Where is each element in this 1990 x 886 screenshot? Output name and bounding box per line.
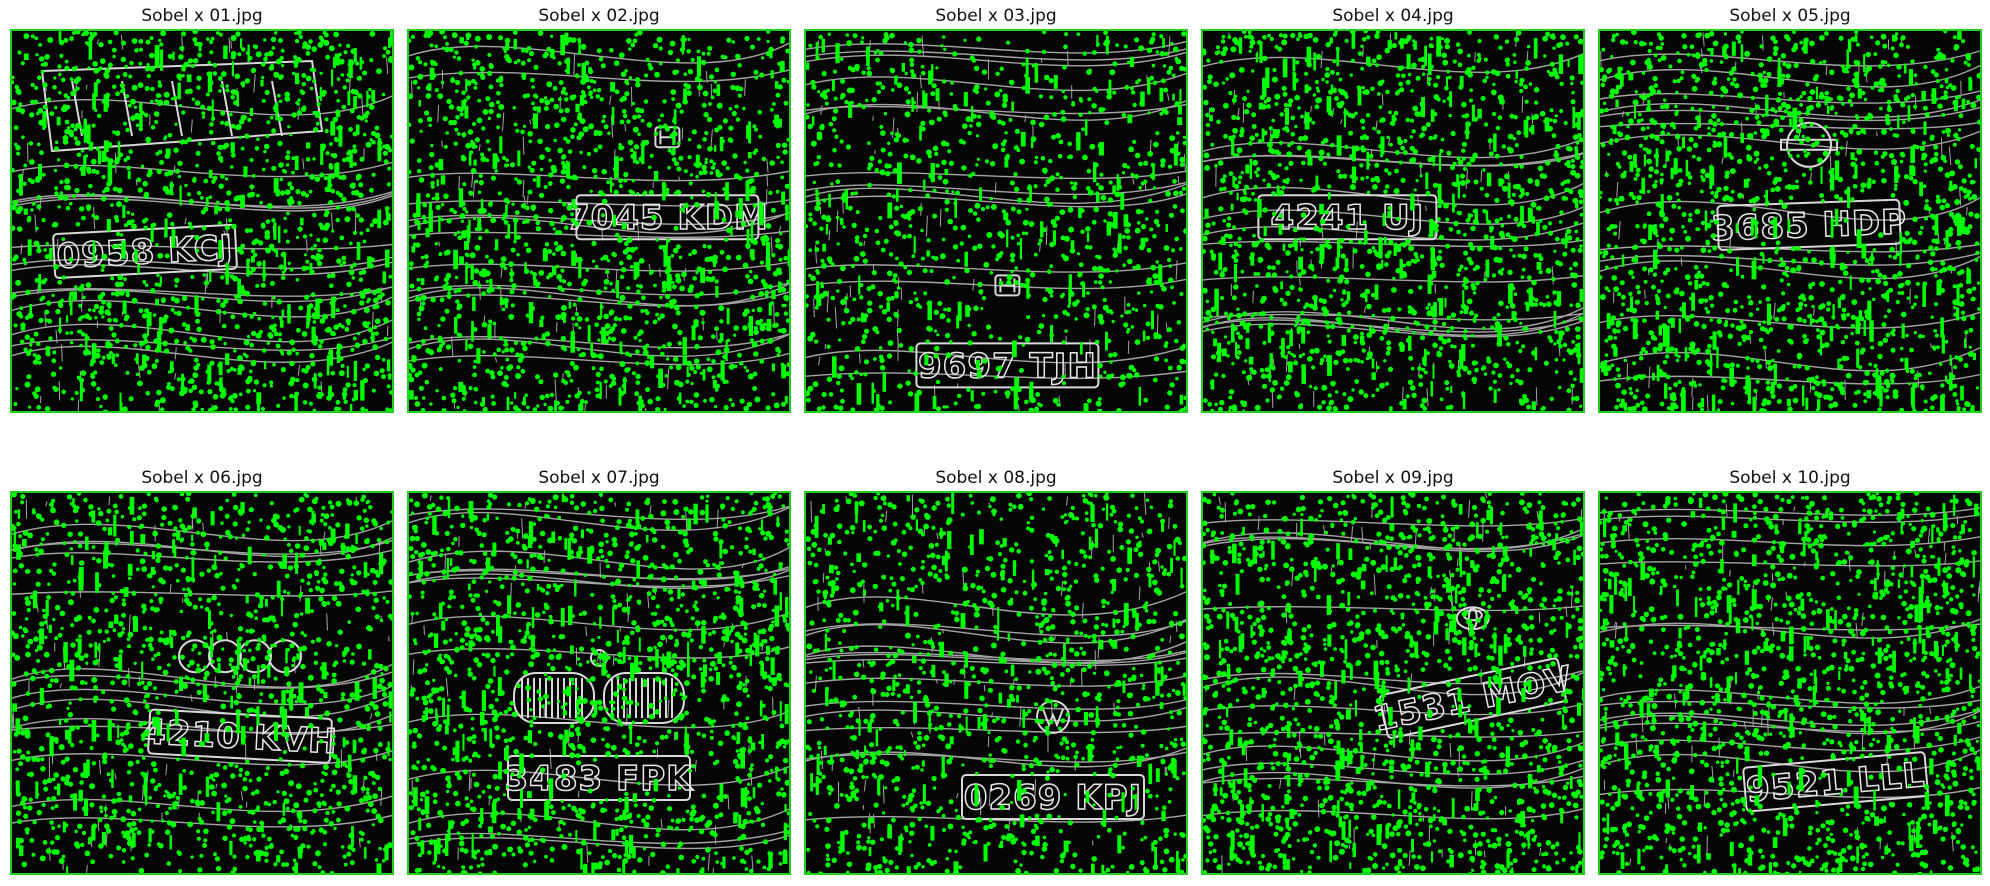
plate-border <box>1716 198 1902 251</box>
keypoint-overlay: 1531 MOV <box>1203 493 1583 873</box>
keypoint-overlay: 9697 TJH <box>806 31 1186 411</box>
panel-title: Sobel x 06.jpg <box>141 468 263 488</box>
plate-text: 4241 UJ <box>1271 198 1425 238</box>
license-plate: 0958 KCJ <box>52 223 238 279</box>
edge-background <box>12 31 392 411</box>
panel-title: Sobel x 04.jpg <box>1332 6 1454 26</box>
keypoint-overlay: 9521 LLL <box>1600 493 1980 873</box>
plate-border <box>507 755 691 801</box>
panel-title: Sobel x 02.jpg <box>538 6 660 26</box>
sobel-image: 4241 UJ <box>1201 29 1585 413</box>
sobel-image: 4210 KVH <box>10 491 394 875</box>
panel-title: Sobel x 07.jpg <box>538 468 660 488</box>
sobel-image: 0958 KCJ <box>10 29 394 413</box>
keypoint-dots <box>1600 493 1980 873</box>
license-plate: 3483 FPK <box>504 755 695 801</box>
keypoint-dots <box>806 493 1186 873</box>
sobel-image: 0269 KPJ <box>804 491 1188 875</box>
keypoint-dots <box>12 493 392 873</box>
panel-title: Sobel x 09.jpg <box>1332 468 1454 488</box>
car-logo-icon <box>513 649 685 724</box>
edge-background <box>1203 493 1583 873</box>
license-plate: 4241 UJ <box>1257 194 1438 241</box>
keypoint-overlay: 0269 KPJ <box>806 493 1186 873</box>
keypoint-overlay: 3685 HDP <box>1600 31 1980 411</box>
panel-title: Sobel x 03.jpg <box>935 6 1057 26</box>
keypoint-dots <box>409 31 789 411</box>
panel-title: Sobel x 08.jpg <box>935 468 1057 488</box>
plate-border <box>52 223 238 279</box>
license-plate: 7045 KDM <box>565 194 769 241</box>
sobel-image: 7045 KDM <box>407 29 791 413</box>
keypoint-dots <box>12 31 392 411</box>
plate-text: 0269 KPJ <box>964 778 1142 818</box>
panel-title: Sobel x 05.jpg <box>1729 6 1851 26</box>
sobel-image: 9521 LLL <box>1598 491 1982 875</box>
keypoint-overlay: 4210 KVH <box>12 493 392 873</box>
edge-strokes <box>806 493 1186 846</box>
panel-title: Sobel x 01.jpg <box>141 6 263 26</box>
plate-border <box>961 774 1145 820</box>
license-plate: 9697 TJH <box>915 342 1100 389</box>
keypoint-dots <box>1600 31 1980 411</box>
panel-title: Sobel x 10.jpg <box>1729 468 1851 488</box>
license-plate: 0269 KPJ <box>961 774 1145 820</box>
sobel-image: 9697 TJH <box>804 29 1188 413</box>
keypoint-dots <box>409 493 789 873</box>
plate-text: 3483 FPK <box>505 759 695 799</box>
edge-background <box>409 493 789 873</box>
keypoint-overlay: 3483 FPK <box>409 493 789 873</box>
sobel-image: 1531 MOV <box>1201 491 1585 875</box>
plate-text: 3685 HDP <box>1710 202 1907 249</box>
plate-text: 9697 TJH <box>918 346 1097 386</box>
license-plate: 4210 KVH <box>140 708 339 764</box>
plate-border <box>1742 751 1929 813</box>
license-plate: 3685 HDP <box>1710 198 1908 251</box>
plate-text: 7045 KDM <box>566 198 769 238</box>
keypoint-overlay: 7045 KDM <box>409 31 789 411</box>
keypoint-overlay: 4241 UJ <box>1203 31 1583 411</box>
keypoint-overlay: 0958 KCJ <box>12 31 392 411</box>
sobel-image: 3685 HDP <box>1598 29 1982 413</box>
sobel-image: 3483 FPK <box>407 491 791 875</box>
keypoint-dots <box>806 31 1186 411</box>
keypoint-dots <box>1203 31 1583 411</box>
keypoint-dots <box>1203 493 1583 873</box>
